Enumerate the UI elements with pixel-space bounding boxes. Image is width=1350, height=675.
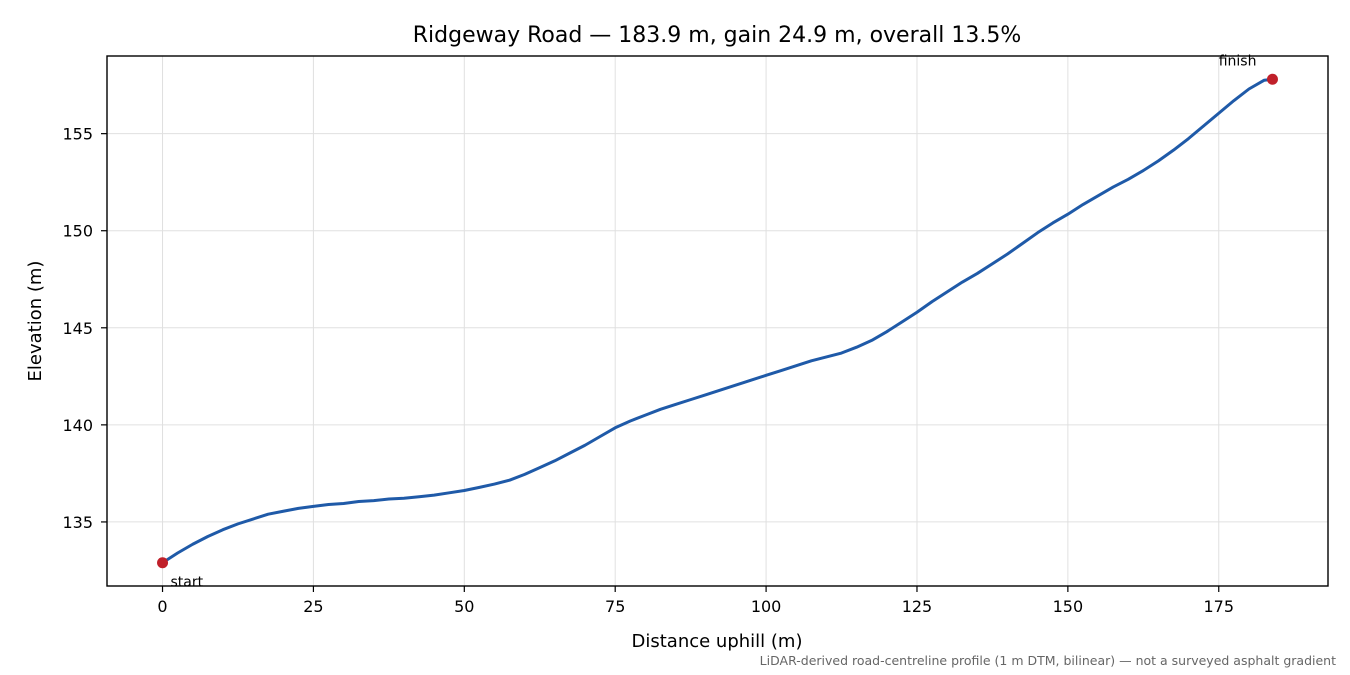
ticks: 0 25 50 75 100 125 150 175 135 140 145 150 155: [62, 125, 1234, 616]
elevation-line: [161, 77, 1274, 565]
finish-label: finish: [1219, 53, 1257, 69]
marker-layer: start finish: [157, 53, 1278, 591]
x-tick-label: 50: [454, 597, 474, 616]
series-layer: [161, 77, 1274, 565]
x-tick-label: 75: [605, 597, 625, 616]
y-tick-label: 140: [62, 416, 93, 435]
start-marker: [157, 557, 169, 569]
chart-title: Ridgeway Road — 183.9 m, gain 24.9 m, ov…: [413, 23, 1021, 48]
plot-frame: [106, 55, 1329, 587]
x-tick-label: 25: [303, 597, 323, 616]
x-tick-label: 175: [1203, 597, 1234, 616]
x-tick-label: 125: [902, 597, 933, 616]
y-tick-label: 155: [62, 125, 93, 144]
start-label: start: [171, 575, 204, 591]
y-tick-label: 135: [62, 513, 93, 532]
footnote: LiDAR-derived road-centreline profile (1…: [760, 653, 1336, 668]
finish-marker: [1266, 73, 1278, 85]
y-axis-title: Elevation (m): [25, 261, 46, 382]
x-tick-label: 100: [751, 597, 782, 616]
x-tick-label: 150: [1053, 597, 1084, 616]
y-tick-label: 145: [62, 319, 93, 338]
x-axis-title: Distance uphill (m): [632, 631, 803, 652]
grid: [107, 56, 1328, 586]
x-tick-label: 0: [157, 597, 167, 616]
y-tick-label: 150: [62, 222, 93, 241]
